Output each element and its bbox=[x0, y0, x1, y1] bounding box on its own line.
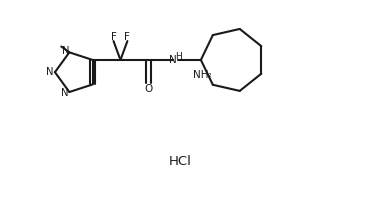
Text: H: H bbox=[175, 52, 182, 61]
Text: F: F bbox=[125, 32, 130, 42]
Text: F: F bbox=[110, 32, 116, 42]
Text: N: N bbox=[61, 88, 68, 98]
Text: NH: NH bbox=[193, 70, 209, 80]
Text: O: O bbox=[144, 84, 153, 94]
Text: N: N bbox=[46, 67, 53, 77]
Text: N: N bbox=[62, 46, 70, 56]
Text: N: N bbox=[169, 55, 177, 65]
Text: ₂: ₂ bbox=[208, 70, 212, 79]
Text: HCl: HCl bbox=[169, 155, 192, 168]
